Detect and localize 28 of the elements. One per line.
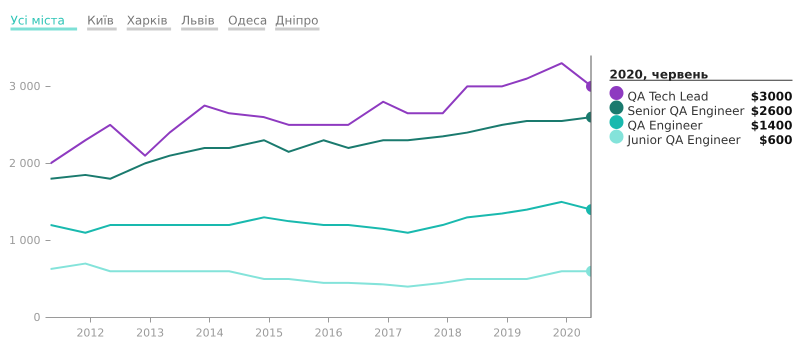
text: Львів <box>181 14 215 28</box>
text: Київ <box>87 14 114 28</box>
legend-label: QA Engineer <box>628 118 702 132</box>
x-tick-label: 2018 <box>434 326 462 340</box>
legend-label: QA Tech Lead <box>628 89 708 104</box>
x-tick-label: 2016 <box>314 326 343 340</box>
y-tick-label: 2 000 <box>9 156 41 170</box>
text: $1400 <box>750 118 792 132</box>
legend-label: Junior QA Engineer <box>626 132 741 147</box>
y-tick-label: 0 <box>34 311 40 324</box>
x-tick-label: 2012 <box>76 326 104 340</box>
legend-label: Senior QA Engineer <box>628 104 745 118</box>
x-tick-label: 2015 <box>255 326 284 340</box>
text: Дніпро <box>275 14 318 28</box>
x-tick-label: 2017 <box>374 326 402 340</box>
legend-title: 2020, червень <box>610 67 709 82</box>
x-tick-label: 2019 <box>493 326 522 340</box>
x-tick-label: 2014 <box>196 326 224 340</box>
x-tick-label: 2013 <box>136 326 164 340</box>
text: Усі міста <box>10 14 65 28</box>
text: $2600 <box>750 104 792 118</box>
y-tick-label: 3 000 <box>9 80 41 93</box>
text: Одеса <box>228 14 268 28</box>
y-tick-label: 1 000 <box>9 234 41 247</box>
text: $600 <box>759 132 793 147</box>
x-tick-label: 2020 <box>552 326 581 340</box>
text: Харків <box>126 14 168 28</box>
text: $3000 <box>750 89 792 104</box>
